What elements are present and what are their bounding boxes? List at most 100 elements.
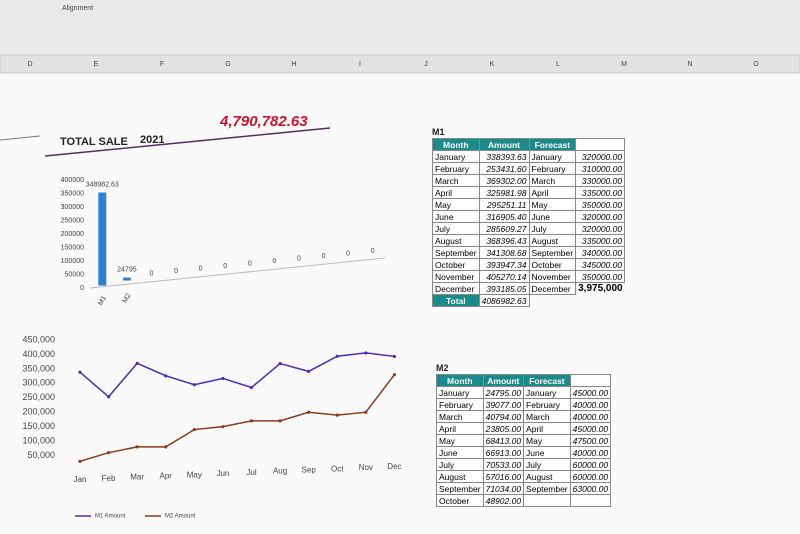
point [192,383,196,387]
bar [122,277,131,281]
column-header-bar [0,54,800,74]
forecast-value-cell: 40000.00 [569,398,612,411]
amount-cell: 71034.00 [482,482,525,495]
forecast-month-cell: July [528,222,577,235]
forecast-value-cell: 345000.00 [575,258,626,271]
amount-cell: 316905.40 [478,210,530,223]
x-tick-label: Mar [130,473,144,482]
point [392,354,397,359]
amount-cell: 338393.63 [478,150,530,163]
forecast-value-cell: 45000.00 [569,422,612,435]
empty-cell [575,138,626,151]
forecast-value-cell: 320000.00 [575,222,626,235]
amount-cell: 68413.00 [482,434,525,447]
empty-cell [569,374,612,387]
month-cell: October [436,494,484,507]
y-tick-label: 150,000 [22,421,55,431]
forecast-month-cell: March [523,410,571,423]
amount-cell: 39077.00 [482,398,525,411]
column-header: E [94,61,99,68]
column-header: J [424,61,428,68]
value-label: 0 [346,251,350,258]
forecast-month-cell: April [523,422,571,435]
forecast-month-cell: September [528,246,577,259]
y-tick-label: 200000 [61,231,84,238]
amount-cell: 23805.00 [482,422,525,435]
column-header: H [291,61,296,68]
value-label: 348982.63 [86,181,119,188]
summary-title: TOTAL SALE [60,136,128,148]
month-cell: January [432,150,480,163]
y-tick-label: 0 [80,285,84,292]
point [249,419,254,423]
column-header: L [556,61,560,68]
forecast-month-cell: February [528,162,577,175]
x-tick-label: Dec [387,462,401,471]
forecast-month-cell: August [523,470,571,483]
header-cell: Month [432,138,480,151]
value-label: 24795 [117,266,137,273]
point [335,413,339,417]
x-tick-label: Aug [273,467,287,476]
amount-cell: 66913.00 [482,446,525,459]
point [164,374,168,378]
point [135,445,139,449]
y-tick-label: 300000 [61,204,84,211]
x-tick-label: M2 [122,292,133,304]
legend-label: M2 Amount [165,514,196,520]
amount-cell: 40794.00 [482,410,525,423]
month-cell: May [436,434,484,447]
point [78,370,82,374]
value-label: 0 [174,268,178,275]
forecast-value-cell: 340000.00 [575,246,626,259]
x-tick-label: Sep [302,466,317,475]
header-cell: Amount [482,374,525,387]
y-tick-label: 50,000 [27,450,55,460]
forecast-month-cell: January [528,150,577,163]
summary-year: 2021 [140,134,164,146]
total-label-cell: Total [432,294,480,307]
amount-cell: 253431.60 [478,162,530,175]
header-cell: Month [436,374,484,387]
forecast-month-cell: May [523,434,571,447]
forecast-value-cell: 3,975,000 [578,283,623,295]
month-cell: August [436,470,484,483]
point [278,419,282,423]
amount-cell: 295251.11 [478,198,530,211]
line-series [79,374,396,463]
month-cell: August [432,234,480,247]
month-cell: February [436,398,484,411]
point [249,385,254,390]
x-axis [89,257,386,289]
x-tick-label: M1 [97,295,108,307]
column-header: I [359,61,361,68]
y-tick-label: 400000 [61,177,84,184]
legend-label: M1 Amount [95,514,126,520]
month-cell: April [432,186,480,199]
amount-cell: 368396.43 [478,234,530,247]
forecast-month-cell: March [528,174,577,187]
divider [0,135,41,141]
line-series [79,352,395,398]
forecast-value-cell: 320000.00 [575,210,626,223]
forecast-month-cell: May [528,198,577,211]
y-tick-label: 250,000 [22,392,55,402]
forecast-month-cell: November [528,270,577,283]
column-header: N [687,61,692,68]
point [78,459,82,463]
amount-cell: 393947.34 [478,258,530,271]
y-tick-label: 400,000 [22,349,55,359]
x-tick-label: Nov [359,463,373,472]
point [335,354,339,358]
month-cell: November [432,270,480,283]
amount-cell: 393185.05 [478,282,530,295]
bar [98,192,107,286]
x-tick-label: Jun [216,469,229,478]
value-label: 0 [223,263,227,270]
forecast-value-cell: 63000.00 [569,482,612,495]
month-cell: June [432,210,480,223]
title-underline [44,127,331,157]
point [106,395,111,399]
value-label: 0 [248,261,252,268]
forecast-value-cell [569,494,612,507]
